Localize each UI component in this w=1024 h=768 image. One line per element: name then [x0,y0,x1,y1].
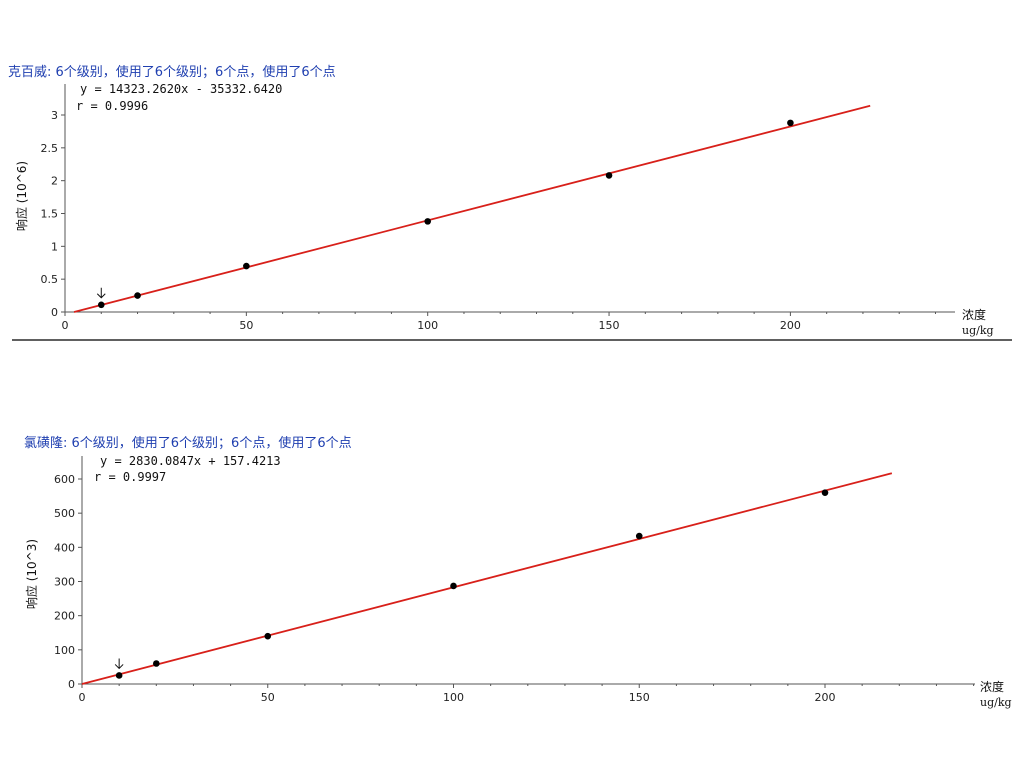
chart-2-equation: y = 2830.0847x + 157.4213 [100,454,281,468]
chart-2-data-point-0 [115,672,123,679]
chart-2-x-tick-label-3: 150 [629,691,650,704]
chart-1-x-tick-label-4: 200 [780,319,801,332]
chart-1-r-value: r = 0.9996 [76,99,148,113]
chart-2-data-point-4 [635,532,643,540]
chart-2-data-point-5 [821,489,829,496]
chart-1-x-tick-label-0: 0 [62,319,69,332]
chart-1-xlabel: 浓度 [962,307,986,322]
chart-2-data-point-1 [153,660,160,667]
chart-2-y-tick-label-3: 300 [54,576,75,589]
chart-1-y-tick-label-4: 2 [51,175,58,188]
chart-2-title: 氯磺隆: 6个级别，使用了6个级别；6个点，使用了6个点 [24,435,352,451]
chart-2-x-tick-label-1: 50 [261,691,275,704]
chart-1-title: 克百威: 6个级别，使用了6个级别；6个点，使用了6个点 [8,64,336,80]
chart-2-data-point-2 [264,632,272,640]
chart-1-data-point-0 [97,301,105,309]
chart-2-y-tick-label-4: 400 [54,541,75,554]
calibration-chart-2: 氯磺隆: 6个级别，使用了6个级别；6个点，使用了6个点 y = 2830.08… [24,435,1012,709]
chart-1-data-point-1 [134,292,141,299]
chart-1-equation: y = 14323.2620x - 35332.6420 [80,82,282,96]
chart-2-y-tick-label-5: 500 [54,507,75,520]
chart-2-arrow-down-icon [114,658,124,670]
chart-1-x-tick-label-2: 100 [417,319,438,332]
chart-2-x-tick-label-4: 200 [815,691,836,704]
chart-2-y-tick-label-6: 600 [54,473,75,486]
chart-1-data-point-3 [424,218,432,225]
chart-2-y-tick-label-0: 0 [68,678,75,691]
chart-1-x-tick-label-3: 150 [599,319,620,332]
chart-2-xunit: ug/kg [980,696,1012,709]
chart-1-y-tick-label-6: 3 [51,109,58,122]
chart-2-y-tick-label-1: 100 [54,644,75,657]
chart-1-ylabel: 响应 (10^6) [14,161,29,231]
chart-1-y-tick-label-5: 2.5 [41,142,59,155]
chart-2-x-tick-label-2: 100 [443,691,464,704]
chart-2-fit-line [81,472,893,685]
chart-1-data-point-2 [243,262,250,270]
chart-2-xlabel: 浓度 [980,679,1004,694]
calibration-chart-1: 克百威: 6个级别，使用了6个级别；6个点，使用了6个点 y = 14323.2… [8,64,994,337]
chart-2-x-tick-label-0: 0 [79,691,86,704]
chart-1-y-tick-label-1: 0.5 [41,273,59,286]
chart-2-ylabel: 响应 (10^3) [24,539,39,609]
chart-1-xunit: ug/kg [962,324,994,337]
chart-2-r-value: r = 0.9997 [94,470,166,484]
chart-1-data-point-4 [605,172,613,179]
chart-1-x-tick-label-1: 50 [239,319,253,332]
chart-1-y-tick-label-2: 1 [51,240,58,253]
chart-1-y-tick-label-0: 0 [51,306,58,319]
chart-2-data-point-3 [450,582,457,590]
chart-2-y-tick-label-2: 200 [54,610,75,623]
chart-1-data-point-5 [787,119,794,127]
chart-1-y-tick-label-3: 1.5 [41,208,59,221]
chart-1-fit-line [73,104,871,313]
chart-1-arrow-down-icon [96,287,106,299]
